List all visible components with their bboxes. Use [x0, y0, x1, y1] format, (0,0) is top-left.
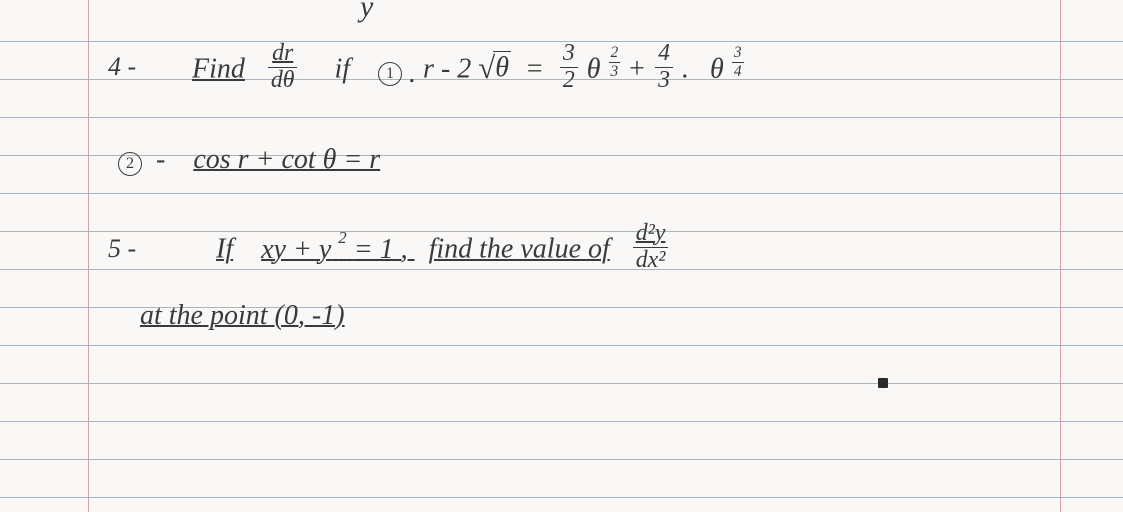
q4-dr-dtheta: dr dθ	[268, 42, 298, 93]
q4-eq1-a-num: 3	[560, 42, 578, 67]
q5-eq-exp: 2	[338, 228, 346, 247]
q4-part2-dash: -	[156, 144, 165, 175]
q4-eq1-exp2: 3 4	[732, 45, 744, 79]
q4-eq1-lhs: r - 2	[423, 54, 471, 85]
top-scribble: y	[360, 0, 373, 24]
q4-dtheta: dθ	[268, 67, 298, 93]
q5-dx2: dx²	[633, 247, 669, 273]
q4-part2-circle: 2	[118, 152, 142, 176]
q5-d2y-dx2: d²y dx²	[633, 222, 669, 273]
q4-eq1-sqrt: θ	[478, 51, 511, 86]
q4-eq1-theta2: θ	[710, 54, 724, 85]
q5-eq-lhs: xy + y	[261, 234, 331, 265]
q4-eq1-a-den: 2	[560, 67, 578, 93]
q4-line1: Find dr dθ if 1 . r - 2 θ = 3 2 θ 2 3 + …	[192, 46, 744, 97]
q5-line1: If xy + y 2 = 1 , find the value of d²y …	[216, 226, 670, 277]
q4-eq2: cos r + cot θ = r	[193, 144, 380, 175]
q5-line2: at the point (0, -1)	[140, 300, 345, 332]
q4-part1-circle: 1	[378, 62, 402, 86]
q4-eq1-b-num: 4	[655, 42, 673, 67]
q4-number: 4 -	[108, 52, 136, 82]
q4-eq1-radicand: θ	[493, 51, 511, 84]
q4-eq1-coef-a: 3 2	[560, 42, 578, 93]
q5-find: find the value of	[429, 234, 610, 265]
q4-eq1-b-den: 3	[655, 67, 673, 93]
q5-d2y: d²y	[633, 222, 669, 247]
q4-find: Find	[192, 54, 245, 85]
q5-if: If	[216, 234, 233, 265]
ink-dot	[878, 378, 888, 388]
q4-eq1-exp1: 2 3	[609, 45, 621, 79]
q4-eq1-theta1: θ	[587, 54, 601, 85]
q5-number: 5 -	[108, 234, 136, 264]
q5-eq-rhs: = 1 ,	[354, 234, 408, 265]
q4-line2: 2 - cos r + cot θ = r	[118, 144, 380, 176]
q4-eq1-coef-b: 4 3	[655, 42, 673, 93]
q4-eq1-dot: .	[682, 54, 689, 85]
handwriting-content: y 4 - Find dr dθ if 1 . r - 2 θ = 3 2 θ …	[0, 0, 1123, 512]
q4-dr: dr	[269, 42, 296, 67]
q4-if: if	[334, 54, 350, 85]
q4-eq1-plus: +	[627, 54, 646, 85]
